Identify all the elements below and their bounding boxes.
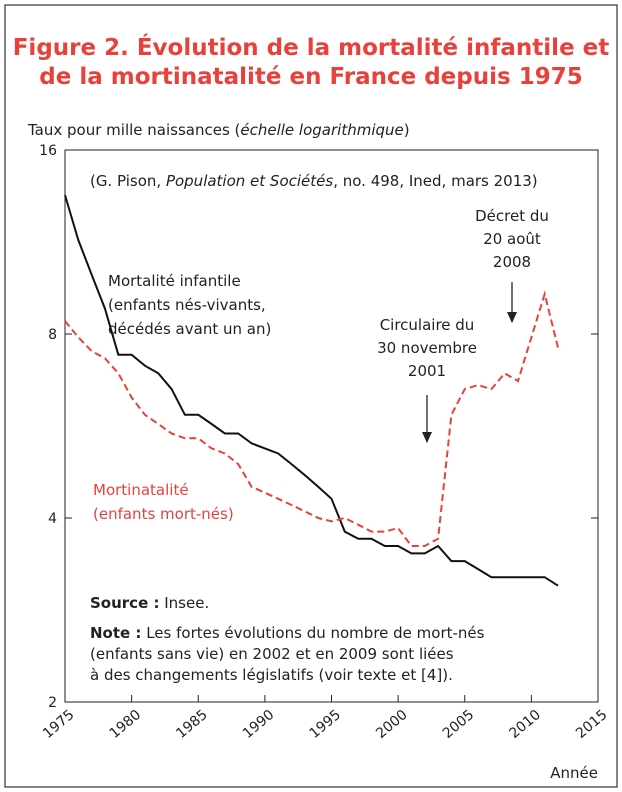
x-tick-label: 1995 [306,707,344,742]
note-line: à des changements législatifs (voir text… [90,666,453,684]
y-axis-label-part: ) [404,121,410,139]
x-axis-label: Année [550,764,598,782]
annotation: 30 novembre [377,339,477,357]
series-line [64,194,559,587]
x-tick-label: 1980 [107,707,145,742]
x-tick-label: 2010 [506,707,544,742]
note-line: Les fortes évolutions du nombre de mort-… [141,624,484,642]
y-tick-label: 4 [48,511,57,527]
note: (enfants sans vie) en 2002 et en 2009 so… [90,645,454,663]
series-line [64,290,559,547]
annotation: 20 août [483,230,541,248]
series-label: Mortalité infantile [108,272,241,290]
credit: (G. Pison, Population et Sociétés, no. 4… [90,172,538,190]
chart-title: Figure 2. Évolution de la mortalité infa… [13,33,610,61]
note-line: (enfants sans vie) en 2002 et en 2009 so… [90,645,454,663]
annotation: Circulaire du [380,316,475,334]
y-tick-label: 16 [39,143,57,159]
annotation: Décret du [475,207,549,225]
note-label: Note : [90,624,141,642]
credit-part: , no. 498, Ined, mars 2013) [333,172,537,190]
annotation: 2008 [493,253,531,271]
credit-part: Population et Sociétés [166,172,333,190]
y-axis-label: Taux pour mille naissances (échelle loga… [27,121,410,139]
credit-part: (G. Pison, [90,172,166,190]
series-note: (enfants nés-vivants, [108,296,266,314]
outer-frame [4,4,618,788]
x-tick-label: 1985 [173,707,211,742]
note: Note : Les fortes évolutions du nombre d… [90,624,485,642]
series-label: Mortinatalité [93,481,189,499]
x-tick-label: 1990 [240,707,278,742]
y-tick-label: 8 [48,327,57,343]
series-note: (enfants mort-nés) [93,505,234,523]
source-label: Source : [90,594,159,612]
annotation: 2001 [408,362,446,380]
y-tick-label: 2 [48,695,57,711]
x-tick-label: 1975 [40,707,78,742]
source: Source : Insee. [90,594,209,612]
source-text: Insee. [159,594,209,612]
x-tick-label: 2005 [440,707,478,742]
x-tick-label: 2015 [573,707,611,742]
note: à des changements législatifs (voir text… [90,666,453,684]
series-note: décédés avant un an) [108,320,271,338]
arrow-head [422,432,432,443]
x-tick-label: 2000 [373,707,411,742]
y-axis-label-part: Taux pour mille naissances ( [27,121,240,139]
y-axis-label-part: échelle logarithmique [240,121,403,139]
chart-title: de la mortinatalité en France depuis 197… [39,64,582,90]
arrow-head [507,312,517,323]
